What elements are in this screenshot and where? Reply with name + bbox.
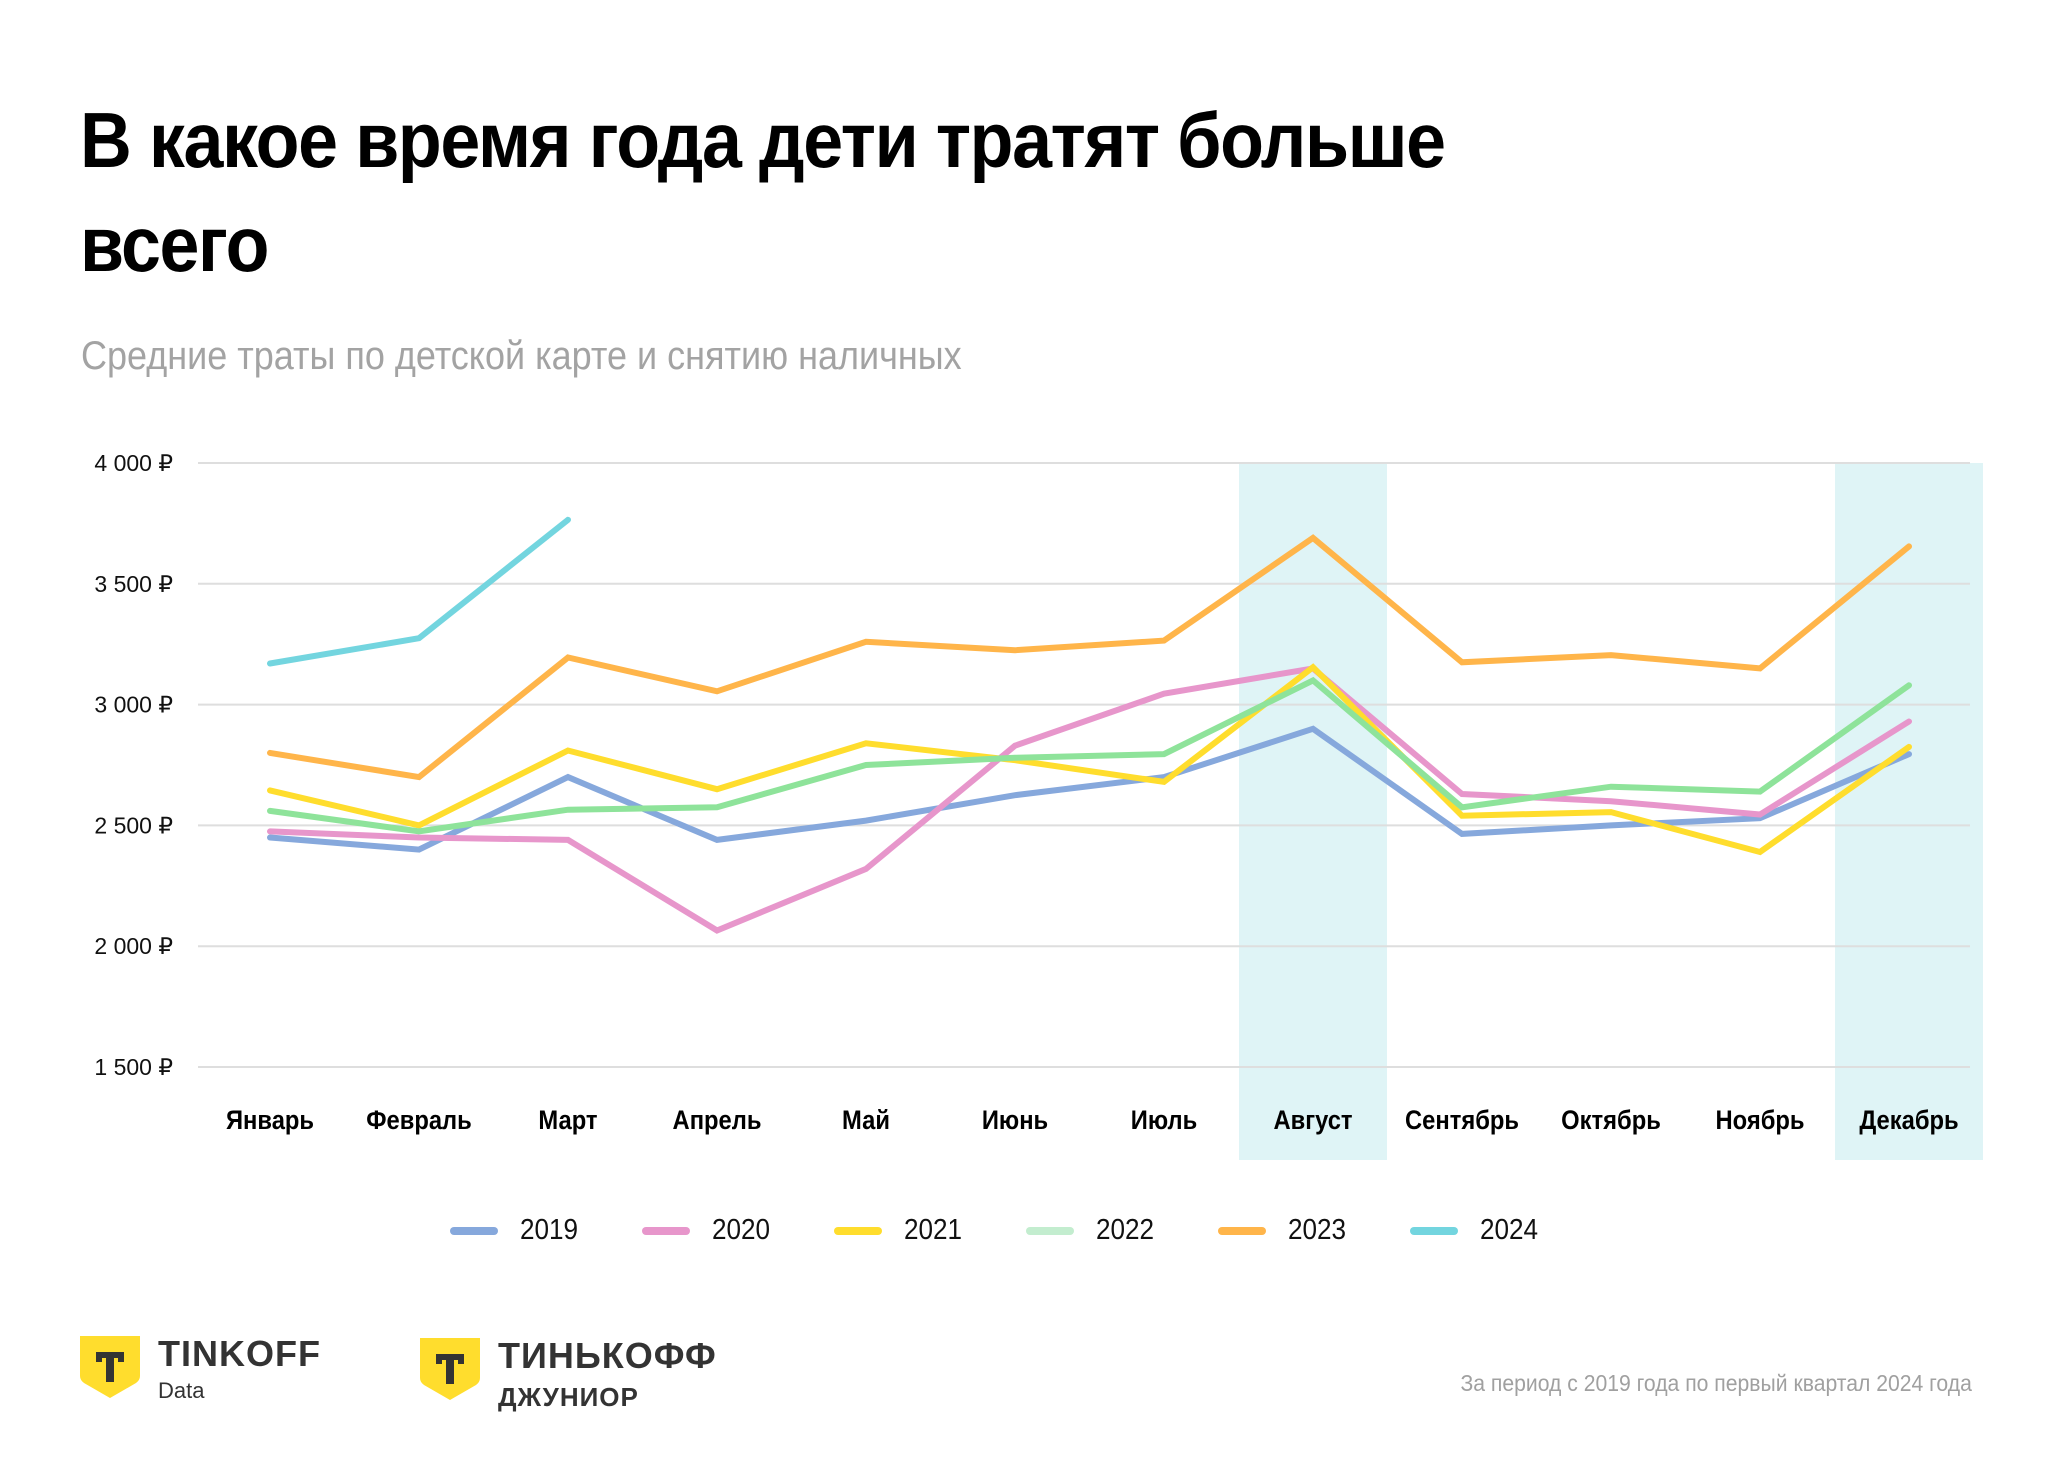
x-tick-label: Сентябрь	[1405, 1106, 1519, 1136]
logo-tinkoff-junior-sub: ДЖУНИОР	[498, 1382, 639, 1412]
legend-swatch	[642, 1226, 690, 1235]
legend-item: 2024	[1410, 1214, 1602, 1247]
legend-swatch	[1026, 1226, 1074, 1235]
x-tick-label: Июль	[1131, 1106, 1197, 1136]
legend-label: 2020	[712, 1214, 771, 1246]
chart-subtitle: Средние траты по детской карте и снятию …	[81, 334, 962, 378]
x-tick-label: Январь	[226, 1106, 314, 1136]
highlight-band	[1239, 463, 1387, 1160]
legend: 2019 2020 2021 2022 2023 2024	[450, 1214, 1602, 1247]
logo-tinkoff-data-sub: Data	[158, 1378, 205, 1403]
x-tick-label: Август	[1273, 1106, 1352, 1136]
x-tick-label: Октябрь	[1561, 1106, 1661, 1136]
legend-item: 2019	[450, 1214, 642, 1247]
series-line-2022	[267, 676, 1912, 835]
x-axis-ticks: Январь Февраль Март Апрель Май Июнь Июль Август…	[226, 1106, 1959, 1136]
series-line-2020	[267, 665, 1912, 934]
y-tick-label: 2 000 ₽	[94, 933, 173, 959]
series-line-2021	[267, 663, 1912, 856]
tinkoff-shield-icon	[420, 1338, 480, 1400]
legend-item: 2021	[834, 1214, 1026, 1247]
y-tick-label: 1 500 ₽	[94, 1054, 173, 1080]
series-line-2024	[267, 516, 571, 667]
x-tick-label: Май	[842, 1106, 890, 1136]
y-tick-label: 2 500 ₽	[94, 812, 173, 838]
legend-label: 2021	[904, 1214, 963, 1246]
series-line-2019	[267, 725, 1912, 853]
gridlines	[198, 462, 1970, 1068]
x-tick-label: Апрель	[673, 1106, 762, 1136]
y-tick-label: 4 000 ₽	[94, 450, 173, 476]
x-tick-label: Июнь	[982, 1106, 1048, 1136]
legend-label: 2019	[520, 1214, 579, 1246]
tinkoff-shield-icon	[80, 1336, 140, 1398]
highlight-band	[1835, 463, 1983, 1160]
legend-swatch	[1218, 1226, 1266, 1235]
y-tick-label: 3 500 ₽	[94, 571, 173, 597]
chart-title: В какое время года дети тратят больше вс…	[80, 96, 1446, 288]
logo-tinkoff-data-name: TINKOFF	[158, 1333, 321, 1374]
legend-swatch	[834, 1226, 882, 1235]
legend-item: 2020	[642, 1214, 834, 1247]
x-tick-label: Ноябрь	[1716, 1106, 1805, 1136]
legend-item: 2023	[1218, 1214, 1410, 1247]
legend-swatch	[1410, 1226, 1458, 1235]
logo-tinkoff-junior: ТИНЬКОФФ ДЖУНИОР	[420, 1338, 717, 1413]
legend-item: 2022	[1026, 1214, 1218, 1247]
logo-tinkoff-data: TINKOFF Data	[80, 1336, 321, 1404]
series-lines	[267, 516, 1912, 934]
logo-tinkoff-junior-name: ТИНЬКОФФ	[498, 1335, 717, 1376]
footnote: За период с 2019 года по первый квартал …	[1460, 1370, 1972, 1396]
x-tick-label: Февраль	[366, 1106, 471, 1136]
x-tick-label: Март	[538, 1106, 597, 1136]
legend-swatch	[450, 1226, 498, 1235]
legend-label: 2022	[1096, 1214, 1155, 1246]
legend-label: 2023	[1288, 1214, 1347, 1246]
x-tick-label: Декабрь	[1859, 1106, 1958, 1136]
y-tick-label: 3 000 ₽	[94, 692, 173, 718]
series-line-2023	[267, 534, 1912, 781]
y-axis-ticks: 1 500 ₽ 2 000 ₽ 2 500 ₽ 3 000 ₽ 3 500 ₽ 4 000…	[94, 450, 173, 1080]
legend-label: 2024	[1480, 1214, 1539, 1246]
line-chart: 1 500 ₽ 2 000 ₽ 2 500 ₽ 3 000 ₽ 3 500 ₽ 4 000…	[94, 450, 1983, 1160]
